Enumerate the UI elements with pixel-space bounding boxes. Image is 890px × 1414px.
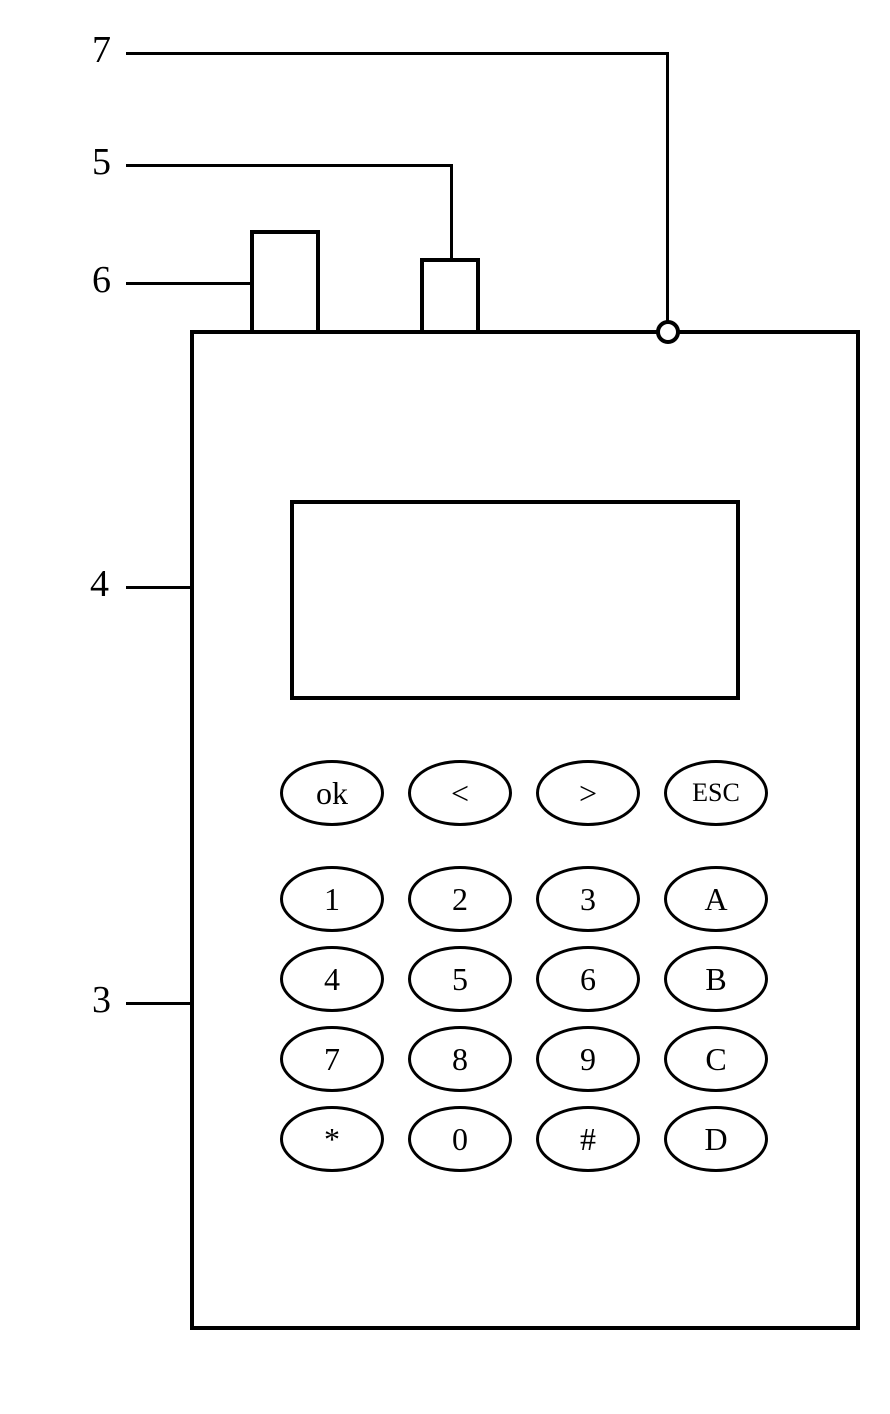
key-4[interactable]: 4 bbox=[280, 946, 384, 1012]
led-indicator bbox=[656, 320, 680, 344]
leader-7-h bbox=[126, 52, 668, 55]
key-0[interactable]: 0 bbox=[408, 1106, 512, 1172]
key-star[interactable]: * bbox=[280, 1106, 384, 1172]
key-b[interactable]: B bbox=[664, 946, 768, 1012]
callout-label-3: 3 bbox=[92, 978, 111, 1022]
leader-5-h bbox=[126, 164, 452, 167]
key-3[interactable]: 3 bbox=[536, 866, 640, 932]
key-5[interactable]: 5 bbox=[408, 946, 512, 1012]
callout-label-7: 7 bbox=[92, 28, 111, 72]
device-diagram: 7 5 6 4 3 ok < > ESC 1 2 3 A bbox=[0, 0, 890, 1414]
key-hash[interactable]: # bbox=[536, 1106, 640, 1172]
key-c[interactable]: C bbox=[664, 1026, 768, 1092]
key-d[interactable]: D bbox=[664, 1106, 768, 1172]
leader-7-v bbox=[666, 52, 669, 325]
callout-label-5: 5 bbox=[92, 140, 111, 184]
key-8[interactable]: 8 bbox=[408, 1026, 512, 1092]
leader-6-h bbox=[126, 282, 252, 285]
key-esc[interactable]: ESC bbox=[664, 760, 768, 826]
callout-label-6: 6 bbox=[92, 258, 111, 302]
key-9[interactable]: 9 bbox=[536, 1026, 640, 1092]
key-left[interactable]: < bbox=[408, 760, 512, 826]
key-1[interactable]: 1 bbox=[280, 866, 384, 932]
keypad: ok < > ESC 1 2 3 A 4 5 6 B 7 8 9 C * 0 bbox=[280, 760, 780, 1172]
callout-label-4: 4 bbox=[90, 562, 109, 606]
key-ok[interactable]: ok bbox=[280, 760, 384, 826]
key-7[interactable]: 7 bbox=[280, 1026, 384, 1092]
key-right[interactable]: > bbox=[536, 760, 640, 826]
display-screen bbox=[290, 500, 740, 700]
key-a[interactable]: A bbox=[664, 866, 768, 932]
antenna-5 bbox=[420, 258, 480, 334]
key-6[interactable]: 6 bbox=[536, 946, 640, 1012]
antenna-6 bbox=[250, 230, 320, 334]
leader-5-v bbox=[450, 164, 453, 259]
key-2[interactable]: 2 bbox=[408, 866, 512, 932]
